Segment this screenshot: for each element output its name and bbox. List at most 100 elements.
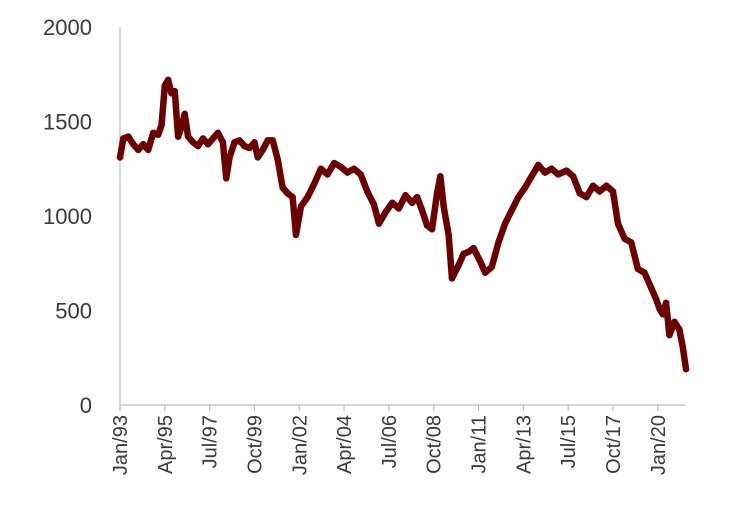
data-point [344, 169, 351, 176]
data-point [614, 220, 622, 227]
data-point [402, 192, 409, 199]
data-point [481, 269, 489, 276]
x-tick-label: Oct/99 [244, 415, 266, 474]
x-tick-label: Jul/06 [379, 415, 401, 468]
data-point [659, 311, 666, 318]
data-point [382, 209, 389, 216]
data-point [364, 188, 371, 195]
data-point [448, 275, 456, 282]
data-point [596, 188, 603, 195]
x-tick-label: Apr/04 [334, 415, 356, 474]
x-tick-label: Jan/93 [110, 415, 132, 475]
data-point [350, 165, 358, 172]
data-point [181, 110, 188, 118]
data-point [310, 180, 318, 188]
y-tick-label: 1000 [43, 204, 92, 229]
data-point [304, 193, 311, 201]
data-point [289, 193, 296, 201]
data-point [337, 163, 344, 171]
data-point [515, 193, 522, 201]
data-point [292, 231, 300, 239]
data-point [666, 331, 673, 339]
y-tick-label: 2000 [43, 15, 92, 40]
data-point [541, 169, 549, 176]
data-point [274, 156, 281, 163]
x-tick-label: Jan/20 [648, 415, 670, 475]
data-point [554, 171, 562, 178]
data-point [501, 220, 509, 227]
data-point [189, 139, 197, 146]
data-point [440, 203, 447, 210]
data-point [174, 133, 182, 140]
data-point [528, 173, 535, 180]
data-point [178, 123, 185, 131]
x-tick-label: Jan/11 [469, 415, 491, 474]
data-point [375, 220, 383, 227]
x-tick-label: Jul/15 [558, 415, 580, 468]
data-point [628, 239, 635, 246]
data-point [158, 122, 165, 129]
data-point [662, 299, 670, 307]
data-point [641, 269, 648, 276]
data-point [120, 135, 127, 142]
x-tick-label: Apr/95 [155, 415, 177, 474]
data-point [576, 190, 583, 197]
data-point [357, 171, 364, 178]
data-point [330, 159, 338, 167]
data-point [433, 190, 441, 197]
data-point [219, 139, 227, 146]
data-point [647, 284, 655, 292]
y-tick-label: 0 [80, 393, 92, 418]
x-tick-label: Oct/08 [424, 415, 446, 474]
data-point [508, 207, 515, 214]
data-point [279, 184, 286, 191]
data-point [241, 142, 248, 150]
data-point [428, 226, 436, 233]
data-point [408, 199, 416, 206]
data-point [236, 137, 243, 144]
data-point [264, 137, 271, 144]
data-point [145, 146, 152, 154]
data-point [470, 244, 477, 252]
data-point [389, 199, 396, 206]
y-tick-label: 1500 [43, 110, 92, 135]
data-point [589, 182, 597, 189]
data-point [116, 154, 124, 161]
data-point [418, 207, 426, 214]
data-point [246, 144, 253, 152]
data-point [621, 235, 628, 242]
data-point [194, 142, 202, 150]
data-point [140, 140, 147, 148]
data-point [204, 140, 212, 148]
data-point [209, 135, 217, 142]
data-point [214, 129, 222, 137]
data-point [226, 154, 233, 161]
data-point [682, 365, 690, 373]
data-point [563, 167, 570, 174]
data-point [251, 139, 258, 146]
data-point [370, 201, 378, 208]
data-point [413, 193, 421, 201]
data-point [171, 88, 178, 95]
data-point [149, 129, 157, 137]
data-point [521, 184, 529, 191]
x-tick-label: Apr/13 [513, 415, 535, 474]
data-point [269, 137, 276, 144]
data-point [656, 305, 663, 312]
data-point [164, 76, 172, 84]
data-point [548, 165, 555, 172]
data-point [297, 203, 305, 210]
x-tick-label: Oct/17 [603, 415, 625, 474]
data-point [284, 190, 291, 197]
data-point [634, 265, 642, 273]
data-point [455, 261, 462, 269]
data-point [569, 173, 577, 180]
data-point [259, 146, 266, 154]
x-axis: Jan/93 Apr/95 Jul/97 Oct/99 Jan/02 Apr/04 Jul/… [110, 404, 686, 475]
data-point [652, 295, 660, 303]
data-point [445, 231, 452, 239]
data-point [231, 139, 238, 146]
x-tick-label: Jul/97 [200, 415, 222, 468]
